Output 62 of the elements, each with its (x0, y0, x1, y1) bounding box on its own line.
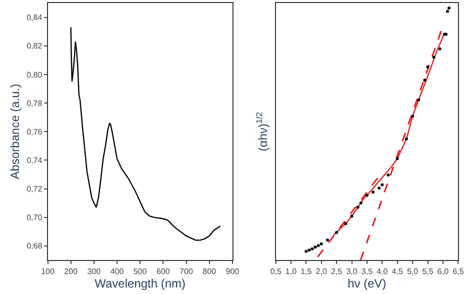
x-tick-label: 6,0 (437, 266, 450, 276)
x-tick-label: 4,5 (392, 266, 404, 276)
point (426, 66, 430, 69)
x-tick-label: 2,5 (330, 266, 343, 276)
x-tick-label: 300 (87, 266, 102, 276)
point (365, 194, 368, 197)
point (356, 206, 360, 209)
point (380, 183, 384, 186)
point (404, 137, 408, 140)
point (378, 186, 381, 190)
point (316, 244, 320, 248)
point (396, 157, 399, 160)
point (359, 201, 362, 204)
x-axis-title: hν (eV) (348, 276, 386, 291)
x-tick-label: 6,5 (452, 266, 464, 276)
x-tick-label: 500 (133, 266, 148, 276)
y-tick-label: 0,78 (26, 98, 43, 108)
point (320, 242, 323, 246)
y-tick-label: 0,72 (26, 184, 43, 194)
point (411, 114, 414, 118)
point (448, 6, 451, 10)
y-tick-label: 0,74 (26, 156, 43, 165)
x-tick-label: 900 (226, 266, 240, 276)
line-series (70, 26, 222, 241)
y-tick-label: 0,76 (26, 127, 43, 136)
x-tick-label: 1,5 (300, 266, 312, 276)
point (438, 47, 442, 50)
point (386, 173, 390, 176)
x-tick-label: 2,0 (316, 266, 328, 276)
x-axis-title: Wavelength (nm) (94, 276, 186, 291)
x-tick-label: 700 (180, 266, 194, 276)
point (308, 248, 311, 252)
point (326, 238, 329, 242)
x-tick-label: 5,0 (406, 266, 419, 276)
y-tick-label: 0,80 (26, 70, 43, 80)
point (304, 250, 308, 253)
x-tick-label: 3,5 (361, 266, 374, 276)
point (335, 230, 338, 234)
point (423, 78, 426, 82)
point (344, 222, 348, 226)
point (417, 98, 420, 102)
y-tick-label: 0,82 (26, 42, 43, 51)
x-tick-label: 600 (156, 266, 170, 276)
x-tick-label: 200 (64, 266, 78, 276)
y-tick-label: 0,70 (26, 213, 43, 222)
x-tick-label: 100 (41, 266, 55, 276)
x-tick-label: 800 (202, 266, 217, 276)
point (432, 56, 436, 59)
x-tick-label: 3,0 (346, 266, 358, 276)
x-tick-label: 5,5 (422, 266, 434, 276)
x-tick-label: 400 (110, 266, 124, 276)
y-axis-title: Absorbance (a.u.) (8, 84, 22, 180)
point (350, 214, 354, 218)
point (372, 190, 375, 194)
x-tick-label: 4,0 (376, 266, 388, 276)
y-tick-label: 0,84 (26, 13, 43, 22)
x-tick-label: 1,0 (285, 266, 298, 276)
x-tick-label: 0,5 (270, 266, 282, 276)
point (314, 246, 317, 249)
y-tick-label: 0,68 (26, 242, 43, 251)
point (310, 247, 314, 250)
point (446, 10, 450, 13)
